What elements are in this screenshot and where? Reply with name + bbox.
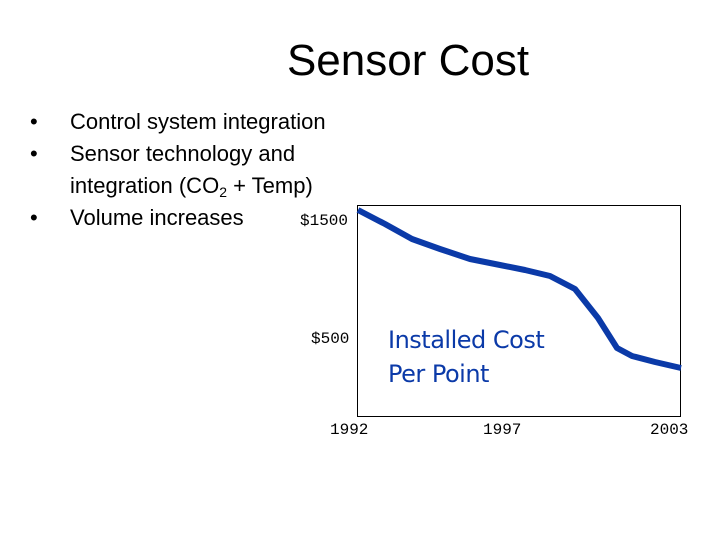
bullet-text: integration (CO <box>70 173 220 198</box>
slide-title: Sensor Cost <box>286 36 530 85</box>
bullet-text: Control system integration <box>70 109 326 134</box>
x-tick-1997: 1997 <box>483 421 522 439</box>
series-label-line2: Per Point <box>388 360 489 388</box>
bullet-item: • Control system integration <box>30 106 326 138</box>
bullet-item: • Volume increases <box>30 202 326 234</box>
subscript: 2 <box>219 184 227 200</box>
bullet-text: Sensor technology and <box>70 141 296 166</box>
series-label-line1: Installed Cost <box>388 326 545 354</box>
chart-frame <box>357 205 681 417</box>
bullet-icon: • <box>30 141 38 166</box>
y-tick-500: $500 <box>311 330 350 348</box>
x-tick-1992: 1992 <box>330 421 369 439</box>
bullet-item: • Sensor technology and integration (CO2… <box>30 138 326 202</box>
bullet-text: + Temp) <box>226 173 313 198</box>
bullet-text: Volume increases <box>70 205 244 230</box>
bullet-list: • Control system integration • Sensor te… <box>30 106 326 234</box>
x-tick-2003: 2003 <box>650 421 689 439</box>
bullet-icon: • <box>30 109 38 134</box>
y-tick-1500: $1500 <box>300 212 349 230</box>
series-label: Installed Cost Per Point <box>388 323 545 391</box>
bullet-icon: • <box>30 205 38 230</box>
